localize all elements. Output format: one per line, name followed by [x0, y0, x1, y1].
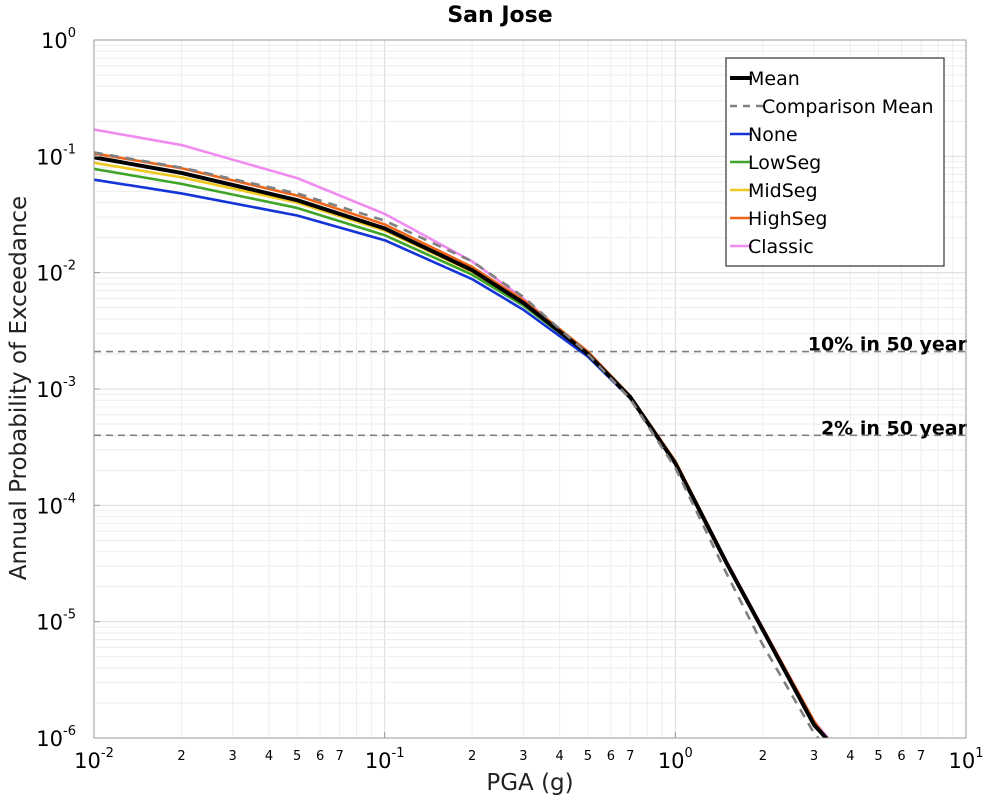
reference-lines: 10% in 50 year 2% in 50 year	[94, 334, 968, 439]
x-minor-tick-label: 2	[177, 749, 185, 764]
series-line-classic	[94, 128, 830, 738]
plot-lines	[94, 128, 830, 738]
y-tick-label: 10-5	[36, 608, 76, 635]
x-axis-label: PGA (g)	[486, 770, 573, 796]
x-tick-label: 10-1	[365, 746, 405, 773]
x-minor-tick-label: 4	[846, 749, 854, 764]
series-line-comparison-mean	[94, 151, 820, 738]
legend-label-midseg: MidSeg	[748, 180, 818, 202]
legend-label-lowseg: LowSeg	[748, 152, 821, 174]
x-minor-tick-label: 5	[874, 749, 882, 764]
legend: Mean Comparison Mean None LowSeg MidSeg HighS…	[725, 57, 945, 267]
x-minor-tick-label: 3	[519, 749, 527, 764]
x-tick-label: 10-2	[74, 746, 114, 773]
y-tick-label: 10-2	[36, 259, 76, 286]
legend-box	[725, 57, 945, 267]
x-tick-label: 100	[658, 746, 693, 773]
y-tick-label: 100	[41, 26, 76, 53]
legend-label-mean: Mean	[748, 68, 800, 90]
grid	[93, 40, 966, 739]
x-minor-tick-label: 6	[316, 749, 324, 764]
reference-line-label: 2% in 50 year	[821, 417, 968, 439]
reference-line-label: 10% in 50 year	[808, 334, 968, 356]
series-line-mean	[94, 155, 829, 738]
x-minor-tick-label: 5	[584, 749, 592, 764]
y-tick-label: 10-1	[36, 142, 76, 169]
y-tick-label: 10-3	[36, 375, 76, 402]
x-minor-tick-label: 6	[607, 749, 615, 764]
legend-label-comparison-mean: Comparison Mean	[762, 96, 934, 118]
x-minor-tick-label: 6	[897, 749, 905, 764]
legend-label-highseg: HighSeg	[748, 208, 827, 230]
x-minor-tick-label: 7	[917, 749, 925, 764]
x-minor-tick-label: 2	[759, 749, 767, 764]
legend-label-classic: Classic	[748, 236, 814, 258]
x-minor-tick-label: 3	[229, 749, 237, 764]
y-tick-label: 10-4	[36, 491, 76, 518]
y-tick-label: 10-6	[36, 724, 76, 751]
series-line-midseg	[94, 161, 828, 738]
x-minor-tick-label: 4	[556, 749, 564, 764]
x-tick-label: 101	[948, 746, 983, 773]
x-minor-tick-label: 4	[265, 749, 273, 764]
legend-label-none: None	[748, 124, 798, 146]
x-minor-tick-label: 7	[336, 749, 344, 764]
y-axis-ticks: 100 10-1 10-2 10-3 10-4 10-5 10-6	[36, 26, 100, 751]
y-axis-label: Annual Probability of Exceedance	[6, 196, 32, 580]
chart-title: San Jose	[447, 3, 552, 28]
x-minor-tick-label: 2	[468, 749, 476, 764]
series-line-highseg	[94, 152, 828, 738]
x-minor-tick-label: 3	[810, 749, 818, 764]
x-minor-tick-label: 5	[293, 749, 301, 764]
x-minor-tick-label: 7	[626, 749, 634, 764]
